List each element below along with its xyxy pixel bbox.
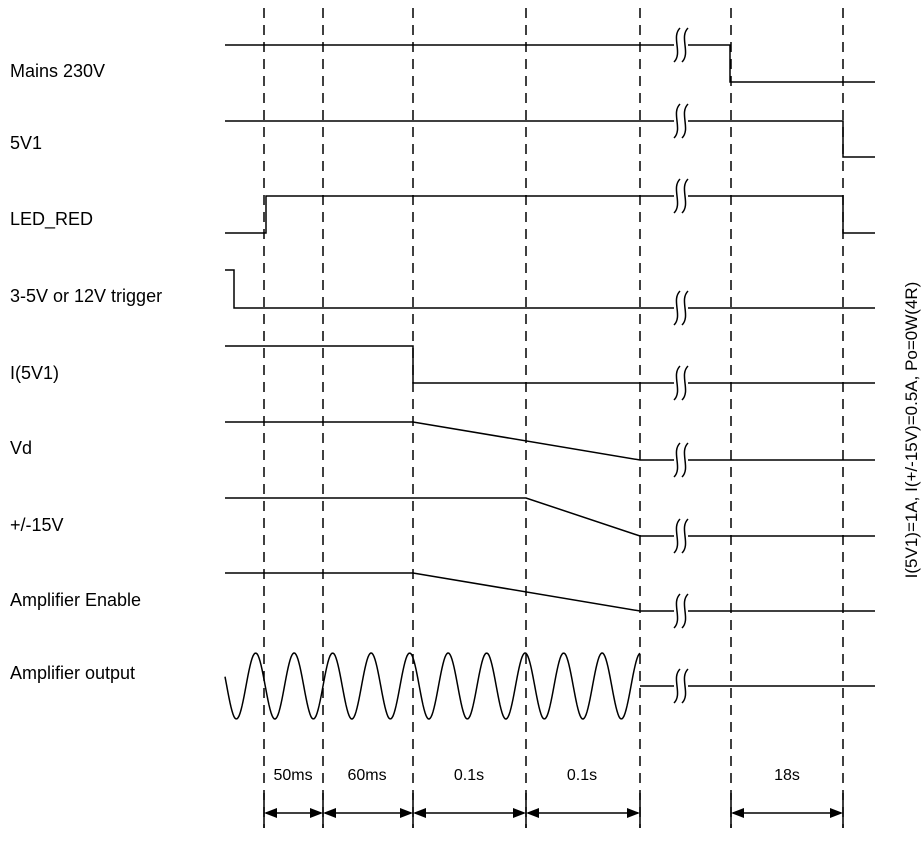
break-stroke — [681, 290, 689, 326]
break-mark — [673, 27, 689, 63]
interval-label: 0.1s — [453, 767, 485, 784]
break-stroke — [673, 518, 681, 554]
break-stroke — [681, 178, 689, 214]
break-stroke — [673, 103, 681, 139]
arrow-head — [627, 808, 640, 818]
break-gap — [674, 594, 688, 628]
break-gap — [674, 443, 688, 477]
axis-break-marks — [673, 27, 689, 704]
break-gap — [674, 519, 688, 553]
arrow-head — [830, 808, 843, 818]
signal-label-trigger: 3-5V or 12V trigger — [10, 286, 163, 306]
break-gap — [674, 104, 688, 138]
signal-label-amp-enable: Amplifier Enable — [10, 590, 142, 610]
break-mark — [673, 290, 689, 326]
break-mark — [673, 365, 689, 401]
led-red-trace — [225, 195, 875, 234]
break-stroke — [673, 178, 681, 214]
break-stroke — [673, 27, 681, 63]
interval-label: 18s — [774, 767, 800, 784]
break-mark — [673, 442, 689, 478]
signal-label-i5v1: I(5V1) — [10, 363, 60, 383]
break-stroke — [681, 442, 689, 478]
break-stroke — [673, 593, 681, 629]
break-stroke — [681, 668, 689, 704]
break-gap — [674, 669, 688, 703]
signal-label-vd: Vd — [10, 438, 33, 458]
arrow-head — [526, 808, 539, 818]
pm15v-trace — [225, 497, 875, 537]
break-gap — [674, 179, 688, 213]
arrow-head — [513, 808, 526, 818]
break-mark — [673, 518, 689, 554]
interval-label: 50ms — [273, 767, 313, 784]
signal-traces — [224, 44, 875, 720]
signal-label-amp-output: Amplifier output — [10, 663, 136, 683]
vd-trace — [225, 421, 875, 461]
i5v1-trace — [225, 345, 875, 384]
signal-label-mains: Mains 230V — [10, 61, 106, 81]
signal-label-pm15v: +/-15V — [10, 515, 64, 535]
break-stroke — [681, 365, 689, 401]
arrow-head — [400, 808, 413, 818]
break-gap — [674, 28, 688, 62]
interval-dimensions — [263, 793, 844, 828]
break-stroke — [673, 365, 681, 401]
break-stroke — [673, 442, 681, 478]
break-gap — [674, 366, 688, 400]
5v1-trace — [225, 120, 875, 158]
time-marker-lines — [263, 8, 844, 828]
signal-label-led-red: LED_RED — [10, 209, 94, 229]
break-mark — [673, 103, 689, 139]
break-mark — [673, 668, 689, 704]
amp-enable-trace — [225, 572, 875, 612]
break-stroke — [681, 518, 689, 554]
break-stroke — [673, 668, 681, 704]
break-mark — [673, 593, 689, 629]
arrow-head — [264, 808, 277, 818]
mains-trace — [225, 44, 875, 83]
break-stroke — [673, 290, 681, 326]
interval-label: 60ms — [347, 767, 387, 784]
arrow-head — [323, 808, 336, 818]
arrow-head — [413, 808, 426, 818]
signal-label-5v1: 5V1 — [10, 133, 43, 153]
arrow-head — [731, 808, 744, 818]
break-stroke — [681, 103, 689, 139]
amp-output-wave — [224, 652, 641, 720]
break-stroke — [681, 27, 689, 63]
break-stroke — [681, 593, 689, 629]
arrow-head — [310, 808, 323, 818]
break-gap — [674, 291, 688, 325]
break-mark — [673, 178, 689, 214]
interval-label: 0.1s — [566, 767, 598, 784]
trigger-trace — [225, 269, 875, 309]
side-note: I(5V1)=1A, I(+/-15V)=0.5A, Po=0W(4R) — [902, 281, 921, 579]
